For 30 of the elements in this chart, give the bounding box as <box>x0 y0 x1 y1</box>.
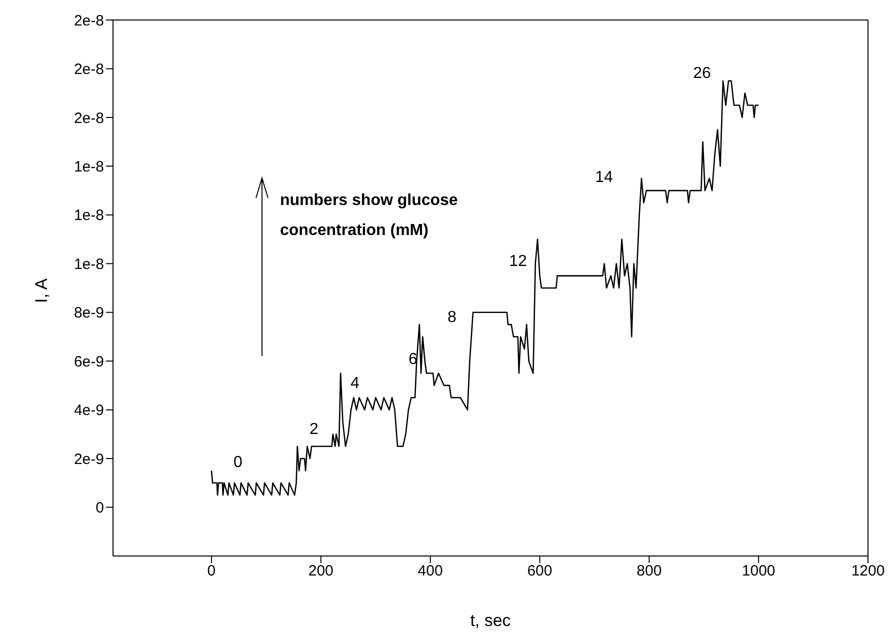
y-axis-title: I, A <box>32 278 52 303</box>
x-tick-label: 800 <box>636 562 662 580</box>
annotation: 26 <box>693 65 711 83</box>
x-axis-title: t, sec <box>470 611 512 630</box>
x-tick-label: 1200 <box>851 562 885 580</box>
y-tick-label: 1e-8 <box>74 158 104 176</box>
annotation: 14 <box>595 169 613 187</box>
y-tick-label: 2e-8 <box>74 61 104 78</box>
y-tick-label: 4e-9 <box>74 402 104 420</box>
x-tick-label: 400 <box>418 562 443 580</box>
y-tick-label: 2e-8 <box>74 110 104 127</box>
y-tick-label: 1e-8 <box>74 256 104 273</box>
annotation: 0 <box>234 454 242 472</box>
y-tick-label: 2e-9 <box>74 450 104 468</box>
annotation: 2 <box>310 421 318 439</box>
x-tick-label: 0 <box>207 562 216 580</box>
annotation: 12 <box>509 253 527 271</box>
annotation: 8 <box>448 309 456 327</box>
y-tick-label: 2e-8 <box>74 12 104 30</box>
x-tick-label: 600 <box>527 562 552 580</box>
x-tick-label: 1000 <box>742 562 776 580</box>
annotation: numbers show glucose concentration (mM) <box>280 191 459 241</box>
annotation: 4 <box>350 375 360 393</box>
y-tick-label: 8e-9 <box>74 304 104 322</box>
line-series <box>210 80 760 496</box>
y-tick-label: 6e-9 <box>74 353 104 370</box>
x-tick-label: 200 <box>308 562 334 580</box>
y-tick-label: 1e-8 <box>74 207 104 224</box>
y-tick-label: 0 <box>96 500 104 517</box>
annotation: 6 <box>408 351 418 369</box>
